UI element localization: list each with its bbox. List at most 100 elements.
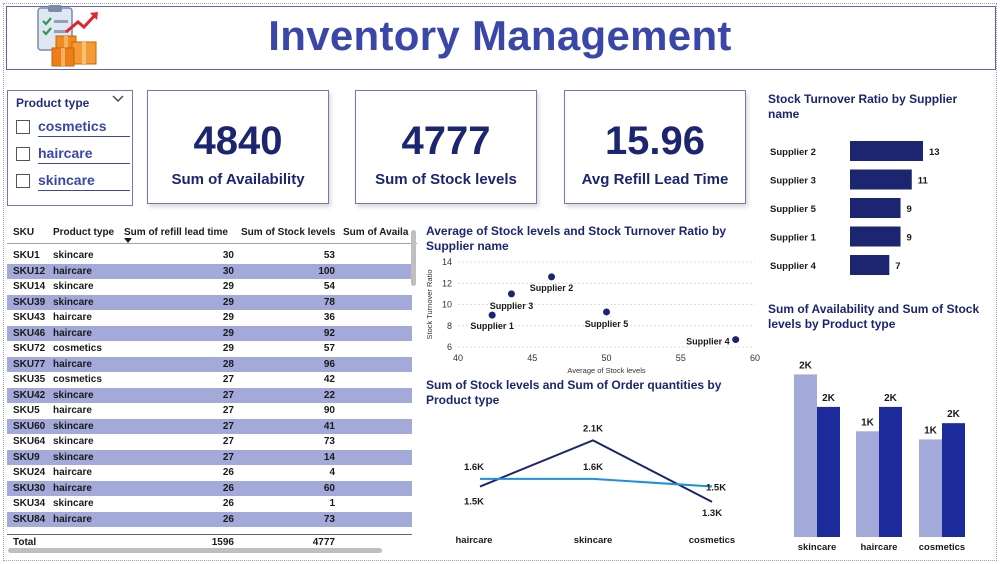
column-bar [817, 406, 840, 537]
x-category-label: skincare [798, 542, 837, 553]
table-row[interactable]: SKU5 haircare 27 90 [7, 403, 412, 419]
table-cell: skincare [53, 281, 94, 292]
total-label: Total [13, 537, 37, 548]
slicer-title: Product type [16, 96, 90, 110]
table-cell: 14 [323, 451, 335, 463]
table-cell: 27 [222, 389, 234, 401]
table-vertical-scrollbar[interactable] [411, 230, 416, 286]
bar [850, 198, 901, 218]
table-row[interactable]: SKU30 haircare 26 60 [7, 480, 412, 496]
table-row[interactable]: SKU14 skincare 29 54 [7, 279, 412, 295]
table-cell: skincare [53, 250, 94, 261]
bar [850, 141, 923, 161]
table-cell: 27 [222, 405, 234, 416]
scatter-chart[interactable]: 6 8 10 12 14 40 45 50 55 60 Average of Stock level… [420, 252, 765, 377]
table-row[interactable]: SKU64 skincare 27 73 [7, 434, 412, 450]
chevron-down-icon[interactable] [112, 93, 124, 107]
table-cell: 36 [323, 312, 335, 323]
table-cell: 29 [222, 281, 234, 292]
line-chart[interactable]: 1.5K 2.1K 1.3K 1.6K 1.6K 1.5K haircare skincare… [420, 410, 765, 550]
table-row[interactable]: SKU35 cosmetics 27 42 [7, 372, 412, 388]
data-label: 1.6K [583, 462, 603, 473]
bar-category-label: Supplier 3 [770, 176, 816, 187]
table-row[interactable]: SKU77 haircare 28 96 [7, 356, 412, 372]
table-row[interactable]: SKU39 skincare 29 78 [7, 294, 412, 310]
table-cell: skincare [53, 498, 94, 509]
x-category-label: cosmetics [919, 542, 965, 553]
x-axis-label: Average of Stock levels [567, 366, 645, 375]
table-horizontal-scrollbar[interactable] [8, 548, 382, 553]
checkbox[interactable] [16, 120, 30, 134]
column-header-sku[interactable]: SKU [13, 227, 35, 238]
table-cell: skincare [53, 420, 94, 432]
point-label: Supplier 1 [470, 321, 514, 331]
column-header-product-type[interactable]: Product type [53, 227, 115, 238]
x-tick-label: 40 [453, 353, 463, 363]
column-chart[interactable]: 2K 2K skincare 1K 2K haircare 1K 2K cosmetics [764, 340, 994, 556]
line-chart-title: Sum of Stock levels and Sum of Order qua… [426, 378, 722, 407]
x-tick-label: 55 [676, 353, 686, 363]
table-cell: 90 [323, 405, 335, 416]
column-header-refill-lead-time[interactable]: Sum of refill lead time [124, 227, 228, 238]
table-cell: 22 [323, 389, 335, 401]
table-row[interactable]: SKU84 haircare 26 73 [7, 511, 412, 527]
scatter-point [603, 308, 610, 316]
table-cell: haircare [53, 482, 92, 494]
checkbox[interactable] [16, 174, 30, 188]
table-cell: 54 [323, 281, 335, 292]
table-cell: skincare [53, 451, 94, 463]
table-row[interactable]: SKU34 skincare 26 1 [7, 496, 412, 512]
x-category-label: haircare [861, 542, 898, 553]
table-row[interactable]: SKU42 skincare 27 22 [7, 387, 412, 403]
sku-table[interactable]: SKU Product type Sum of refill lead time… [7, 222, 417, 554]
series-line [480, 477, 713, 488]
kpi-label: Avg Refill Lead Time [581, 171, 729, 188]
table-cell: 29 [222, 343, 234, 354]
y-tick-label: 8 [447, 321, 452, 331]
hbar-chart[interactable]: Supplier 2 13 Supplier 3 11 Supplier 5 9 Suppl… [764, 132, 994, 282]
table-row[interactable]: SKU12 haircare 30 100 [7, 263, 412, 279]
table-cell: 29 [222, 296, 234, 308]
scatter-point [548, 273, 556, 281]
scatter-point [732, 336, 740, 344]
table-cell: 29 [222, 312, 234, 323]
product-type-slicer[interactable]: Product type cosmetics haircare skincare [7, 90, 133, 206]
header-bar [6, 6, 996, 70]
table-cell: 26 [222, 467, 234, 478]
column-header-stock-levels[interactable]: Sum of Stock levels [241, 227, 336, 238]
table-row[interactable]: SKU24 haircare 26 4 [7, 465, 412, 481]
table-cell: haircare [53, 467, 92, 478]
table-cell: 42 [323, 374, 335, 385]
column-data-label: 2K [822, 393, 836, 404]
table-row[interactable]: SKU1 skincare 30 53 [7, 248, 412, 264]
y-tick-label: 14 [442, 257, 452, 267]
slicer-option-skincare[interactable]: skincare [16, 171, 130, 191]
checkbox[interactable] [16, 147, 30, 161]
series-line [479, 439, 713, 503]
x-category-label: skincare [574, 535, 613, 546]
table-cell: SKU42 [13, 389, 46, 401]
table-cell: SKU14 [13, 281, 46, 292]
table-cell: haircare [53, 358, 92, 370]
table-cell: 28 [222, 358, 234, 370]
table-row[interactable]: SKU43 haircare 29 36 [7, 310, 412, 326]
table-cell: haircare [53, 513, 92, 525]
kpi-card-refill-lead-time: 15.96 Avg Refill Lead Time [564, 90, 746, 204]
table-cell: SKU43 [13, 312, 46, 323]
table-row[interactable]: SKU72 cosmetics 29 57 [7, 341, 412, 357]
bar-data-label: 7 [895, 261, 900, 272]
column-bar [794, 374, 817, 537]
table-cell: SKU46 [13, 327, 46, 339]
table-cell: 92 [323, 327, 335, 339]
column-data-label: 1K [861, 417, 875, 428]
table-row[interactable]: SKU9 skincare 27 14 [7, 449, 412, 465]
slicer-option-haircare[interactable]: haircare [16, 144, 130, 164]
table-cell: SKU39 [13, 296, 46, 308]
table-row[interactable]: SKU60 skincare 27 41 [7, 418, 412, 434]
bar-category-label: Supplier 2 [770, 147, 816, 158]
dashboard-frame [3, 3, 997, 561]
column-header-availability[interactable]: Sum of Availa [343, 227, 409, 238]
table-cell: 26 [222, 513, 234, 525]
table-row[interactable]: SKU46 haircare 29 92 [7, 325, 412, 341]
slicer-option-cosmetics[interactable]: cosmetics [16, 117, 130, 137]
